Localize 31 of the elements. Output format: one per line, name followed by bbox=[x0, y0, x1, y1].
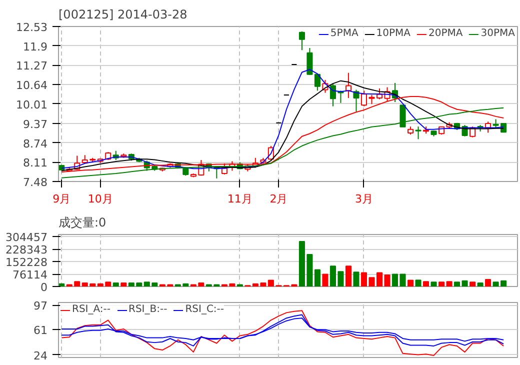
series-label: RSI_A:-- bbox=[72, 304, 110, 315]
y-tick-label: 97 bbox=[34, 300, 48, 313]
y-tick-label: 11.27 bbox=[16, 60, 48, 73]
y-tick-label: 304457 bbox=[6, 231, 48, 244]
x-tick-label: 2月 bbox=[270, 192, 288, 206]
y-tick-label: 0 bbox=[40, 281, 48, 294]
y-tick-label: 9.37 bbox=[23, 118, 48, 131]
chart-title: [002125] 2014-03-28 bbox=[58, 8, 188, 22]
legend-label: 10PMA bbox=[376, 28, 411, 39]
y-tick-label: 61 bbox=[34, 324, 48, 338]
legend-label: RSI_C:-- bbox=[185, 304, 224, 315]
legend-label: 20PMA bbox=[428, 28, 463, 39]
legend-label: RSI_B:-- bbox=[128, 304, 168, 315]
y-tick-label: 12.53 bbox=[16, 21, 48, 34]
y-tick-label: 10.64 bbox=[16, 79, 48, 92]
y-tick-label: 8.11 bbox=[23, 156, 48, 170]
y-tick-label: 152228 bbox=[6, 256, 48, 270]
y-tick-label: 76114 bbox=[12, 268, 48, 282]
y-tick-label: 11.9 bbox=[23, 40, 48, 54]
y-tick-label: 7.48 bbox=[23, 176, 48, 189]
legend-label: 30PMA bbox=[480, 28, 515, 39]
legend-label: 5PMA bbox=[330, 28, 358, 39]
x-tick-label: 11月 bbox=[227, 192, 252, 206]
chart-title: 成交量:0 bbox=[58, 216, 106, 230]
y-tick-label: 24 bbox=[34, 349, 48, 362]
x-tick-label: 3月 bbox=[354, 192, 373, 206]
x-tick-label: 10月 bbox=[88, 192, 113, 206]
x-tick-label: 9月 bbox=[52, 192, 71, 206]
y-tick-label: 8.74 bbox=[23, 137, 48, 150]
y-tick-label: 10.01 bbox=[16, 98, 48, 112]
y-tick-label: 228343 bbox=[6, 244, 48, 257]
